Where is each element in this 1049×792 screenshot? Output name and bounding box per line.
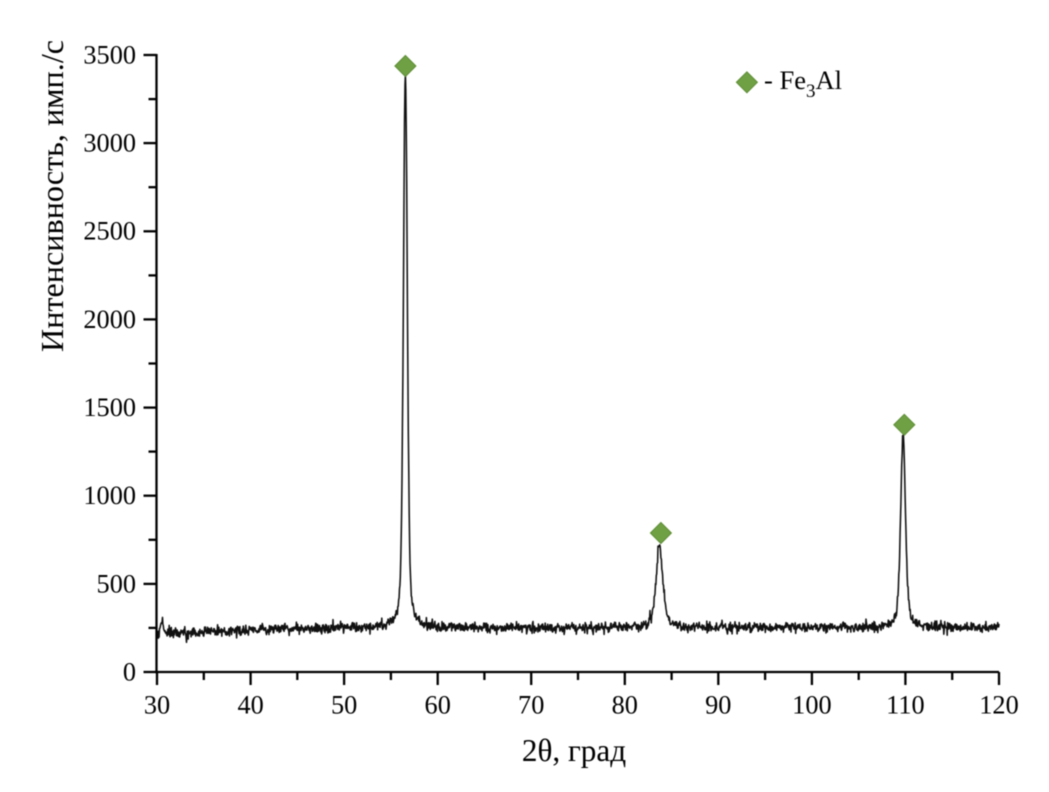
svg-text:2500: 2500: [83, 217, 136, 246]
svg-text:50: 50: [331, 691, 357, 720]
svg-text:70: 70: [518, 691, 544, 720]
svg-text:2000: 2000: [83, 305, 136, 334]
svg-text:90: 90: [705, 691, 731, 720]
svg-text:110: 110: [886, 691, 924, 720]
svg-text:60: 60: [425, 691, 451, 720]
svg-text:0: 0: [123, 657, 136, 686]
svg-text:80: 80: [612, 691, 638, 720]
svg-text:1500: 1500: [83, 393, 136, 422]
svg-text:120: 120: [979, 691, 1018, 720]
svg-text:100: 100: [792, 691, 831, 720]
svg-text:1000: 1000: [83, 481, 136, 510]
svg-text:30: 30: [144, 691, 170, 720]
svg-text:Интенсивность, имп./с: Интенсивность, имп./с: [34, 40, 70, 352]
svg-text:500: 500: [97, 569, 136, 598]
svg-text:40: 40: [237, 691, 263, 720]
svg-text:2θ, град: 2θ, град: [522, 733, 626, 768]
svg-text:3500: 3500: [83, 40, 136, 69]
svg-text:3000: 3000: [83, 129, 136, 158]
